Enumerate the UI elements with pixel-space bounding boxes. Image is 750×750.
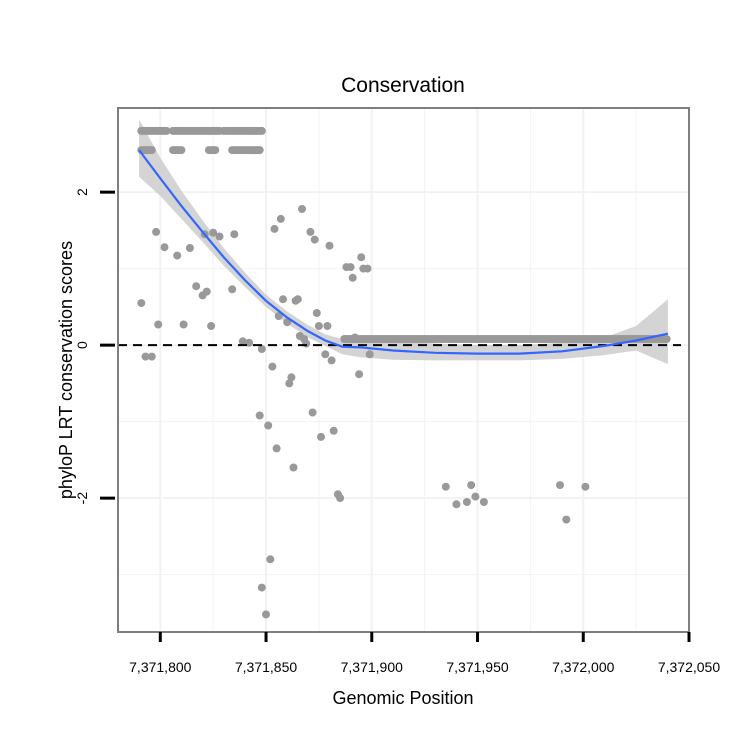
x-axis-label: Genomic Position — [332, 688, 473, 708]
data-point-high — [177, 146, 186, 155]
data-point — [336, 494, 345, 503]
data-point — [160, 243, 169, 252]
data-point — [479, 498, 488, 506]
data-point — [141, 352, 150, 361]
data-point — [293, 295, 302, 304]
data-point-high — [147, 146, 156, 155]
x-tick-label: 7,372,050 — [658, 659, 720, 675]
data-point — [276, 214, 285, 223]
data-point — [215, 232, 224, 241]
data-point — [310, 235, 319, 244]
data-point — [202, 287, 211, 296]
data-point — [346, 263, 355, 272]
data-point — [329, 426, 338, 435]
data-point — [556, 481, 564, 490]
data-point — [302, 339, 311, 348]
data-point — [365, 350, 374, 359]
data-point — [207, 322, 216, 330]
data-point — [285, 379, 294, 388]
data-point — [287, 373, 296, 382]
data-point — [266, 555, 275, 564]
data-point-high — [257, 126, 266, 135]
data-point-low — [662, 335, 671, 343]
plot-area: 7,371,800 7,371,850 7,371,900 7,371,950 7,37… — [74, 107, 720, 675]
smooth-fit-line — [138, 149, 669, 355]
data-point — [270, 224, 279, 233]
data-point — [314, 322, 323, 330]
y-tick-label: 0 — [74, 341, 90, 349]
data-point — [312, 309, 321, 317]
data-point — [154, 320, 163, 329]
data-point — [152, 227, 161, 236]
x-tick-label: 7,371,850 — [235, 659, 297, 675]
data-point — [238, 337, 247, 346]
data-point — [471, 492, 480, 501]
data-point — [147, 352, 156, 361]
data-point — [327, 356, 336, 365]
data-point — [230, 230, 239, 239]
data-point — [289, 463, 298, 472]
x-tick-label: 7,372,000 — [552, 659, 614, 675]
data-point — [321, 350, 330, 359]
data-point — [363, 264, 372, 273]
data-point — [562, 515, 571, 524]
data-point — [308, 408, 317, 417]
data-point — [228, 285, 237, 294]
x-tick-label: 7,371,950 — [446, 659, 508, 675]
data-point — [452, 500, 461, 509]
x-tick-label: 7,371,900 — [341, 659, 403, 675]
data-point — [317, 432, 325, 441]
data-point-high — [211, 146, 220, 155]
data-point — [350, 333, 359, 342]
data-point — [348, 273, 357, 282]
data-point — [255, 411, 264, 420]
data-point — [264, 421, 273, 430]
data-point — [279, 295, 287, 304]
data-point — [357, 253, 366, 262]
data-point — [323, 322, 332, 330]
x-tick-label: 7,371,800 — [129, 659, 191, 675]
data-point — [268, 362, 277, 371]
data-point — [209, 228, 218, 237]
data-point — [581, 482, 590, 491]
data-point — [185, 244, 194, 252]
y-tick-label: -2 — [74, 492, 90, 505]
data-point — [257, 345, 266, 353]
data-point-high — [255, 146, 264, 155]
data-point — [306, 227, 315, 236]
confidence-band — [139, 119, 668, 365]
data-point — [192, 282, 201, 291]
y-axis-label: phyloP LRT conservation scores — [56, 241, 76, 499]
data-point — [179, 320, 188, 329]
data-point — [272, 444, 281, 453]
data-point — [325, 241, 334, 250]
data-point — [262, 610, 270, 619]
panel-frame — [117, 107, 690, 633]
data-point — [137, 299, 146, 308]
chart-title: Conservation — [341, 74, 465, 97]
panel-background — [118, 108, 689, 632]
data-point — [462, 498, 471, 506]
data-point — [441, 482, 450, 491]
data-point — [274, 312, 283, 321]
data-point — [173, 251, 182, 260]
data-point — [245, 338, 254, 347]
y-tick-label: 2 — [74, 188, 90, 196]
data-point — [298, 205, 306, 213]
data-point — [257, 583, 266, 592]
data-point — [467, 481, 476, 490]
data-point — [355, 370, 364, 379]
data-point-high — [162, 126, 171, 135]
